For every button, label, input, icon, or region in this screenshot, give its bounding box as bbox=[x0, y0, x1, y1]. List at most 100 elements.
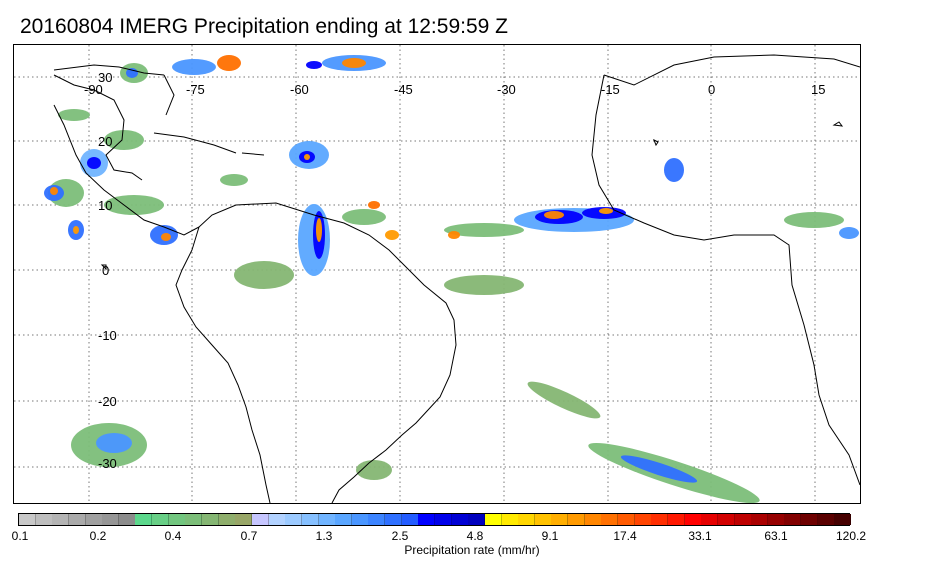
colorbar-swatch bbox=[551, 514, 569, 525]
colorbar-label: 9.1 bbox=[541, 529, 559, 543]
rain-cell bbox=[58, 109, 90, 121]
colorbar-swatch bbox=[185, 514, 203, 525]
lon-label: -60 bbox=[290, 82, 309, 97]
hispaniola-coast bbox=[241, 152, 265, 156]
lon-label: -45 bbox=[394, 82, 413, 97]
colorbar bbox=[18, 513, 852, 526]
lat-label: -30 bbox=[98, 456, 117, 471]
colorbar-swatch bbox=[335, 514, 353, 525]
colorbar-swatch bbox=[68, 514, 86, 525]
florida-coast bbox=[163, 74, 175, 116]
colorbar-swatch bbox=[35, 514, 53, 525]
lon-label: -90 bbox=[84, 82, 103, 97]
colorbar-label: 63.1 bbox=[764, 529, 788, 543]
colorbar-label: 1.3 bbox=[315, 529, 333, 543]
colorbar-swatch bbox=[651, 514, 669, 525]
colorbar-swatch bbox=[501, 514, 519, 525]
colorbar-swatch bbox=[118, 514, 136, 525]
rain-cell bbox=[87, 157, 101, 169]
colorbar-swatch bbox=[235, 514, 253, 525]
colorbar-swatch bbox=[701, 514, 719, 525]
rain-cell bbox=[342, 58, 366, 68]
colorbar-swatch bbox=[85, 514, 103, 525]
south-america-coast bbox=[235, 202, 457, 503]
colorbar-swatch bbox=[484, 514, 502, 525]
lon-label: 0 bbox=[708, 82, 716, 97]
rain-cell bbox=[161, 233, 171, 241]
rain-cell bbox=[544, 211, 564, 219]
colorbar-swatch bbox=[601, 514, 619, 525]
colorbar-swatch bbox=[667, 514, 685, 525]
us-gulf-coast bbox=[53, 64, 165, 76]
rain-cell bbox=[96, 433, 132, 453]
gridlines bbox=[14, 45, 860, 503]
island bbox=[653, 138, 659, 147]
rain-cell bbox=[304, 154, 310, 160]
colorbar-swatch bbox=[19, 514, 36, 525]
gulf-coast bbox=[53, 74, 143, 181]
colorbar-swatch bbox=[135, 514, 153, 525]
colorbar-swatch bbox=[534, 514, 552, 525]
central-america-coast bbox=[53, 104, 200, 236]
colorbar-swatch bbox=[734, 514, 752, 525]
colorbar-title: Precipitation rate (mm/hr) bbox=[404, 543, 540, 557]
rain-cell bbox=[620, 455, 698, 483]
precipitation-field bbox=[44, 55, 859, 503]
colorbar-swatch bbox=[351, 514, 369, 525]
rain-cell bbox=[784, 212, 844, 228]
colorbar-swatch bbox=[767, 514, 785, 525]
lat-label: 0 bbox=[102, 263, 110, 278]
rain-cell bbox=[448, 231, 460, 239]
rain-cell bbox=[104, 195, 164, 215]
lat-label: -10 bbox=[98, 328, 117, 343]
colorbar-swatch bbox=[285, 514, 303, 525]
rain-cell bbox=[342, 209, 386, 225]
colorbar-swatch bbox=[634, 514, 652, 525]
colorbar-swatch bbox=[568, 514, 586, 525]
africa-west-coast bbox=[591, 74, 860, 486]
colorbar-swatch bbox=[318, 514, 336, 525]
rain-cell bbox=[217, 55, 241, 71]
colorbar-label: 2.5 bbox=[391, 529, 409, 543]
colorbar-swatch bbox=[751, 514, 769, 525]
lon-label: 15 bbox=[811, 82, 826, 97]
coastlines bbox=[53, 54, 860, 503]
precipitation-map bbox=[14, 45, 860, 503]
south-america-west-coast bbox=[175, 204, 271, 503]
colorbar-swatch bbox=[218, 514, 236, 525]
lon-label: -30 bbox=[497, 82, 516, 97]
colorbar-swatch bbox=[784, 514, 802, 525]
colorbar-swatch bbox=[202, 514, 220, 525]
africa-coast bbox=[603, 54, 860, 86]
colorbar-swatch bbox=[152, 514, 170, 525]
colorbar-swatch bbox=[301, 514, 319, 525]
colorbar-swatch bbox=[801, 514, 819, 525]
colorbar-label: 120.2 bbox=[835, 529, 867, 543]
colorbar-label: 33.1 bbox=[688, 529, 712, 543]
lat-label: 20 bbox=[98, 134, 113, 149]
rain-cell bbox=[599, 208, 613, 214]
rain-cell bbox=[385, 230, 399, 240]
rain-cell bbox=[444, 223, 524, 237]
colorbar-swatch bbox=[251, 514, 269, 525]
lon-label: -75 bbox=[186, 82, 205, 97]
lat-label: 30 bbox=[98, 70, 113, 85]
map-panel: -90 -75 -60 -45 -30 -15 0 15 30 20 10 0 … bbox=[13, 44, 861, 504]
colorbar-swatch bbox=[368, 514, 386, 525]
colorbar-swatch bbox=[418, 514, 436, 525]
rain-cell bbox=[50, 187, 58, 195]
lon-label: -15 bbox=[601, 82, 620, 97]
island bbox=[832, 121, 844, 127]
lat-label: 10 bbox=[98, 198, 113, 213]
colorbar-swatch bbox=[584, 514, 602, 525]
colorbar-label: 0.7 bbox=[240, 529, 258, 543]
cuba-coast bbox=[153, 132, 237, 154]
rain-cell bbox=[220, 174, 248, 186]
colorbar-swatch bbox=[834, 514, 852, 525]
rain-cell bbox=[664, 158, 684, 182]
colorbar-swatch bbox=[817, 514, 835, 525]
colorbar-swatch bbox=[52, 514, 70, 525]
lat-label: -20 bbox=[98, 394, 117, 409]
rain-cell bbox=[306, 61, 322, 69]
colorbar-swatch bbox=[268, 514, 286, 525]
